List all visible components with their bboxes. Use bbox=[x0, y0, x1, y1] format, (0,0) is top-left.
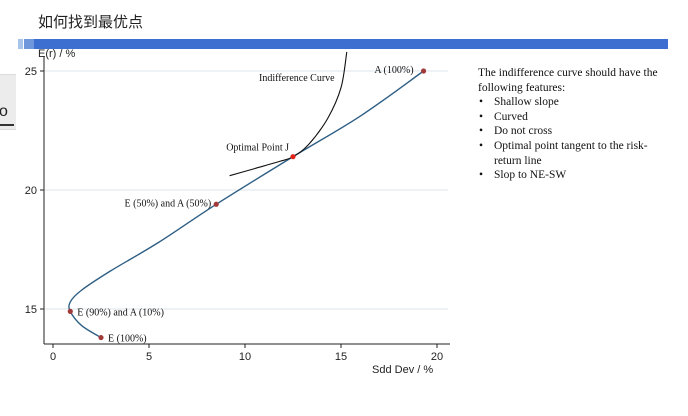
frontier-line bbox=[68, 70, 425, 339]
feature-intro: The indifference curve should have the f… bbox=[478, 67, 658, 94]
x-axis-label: Sdd Dev / % bbox=[372, 364, 433, 376]
feature-item: Slop to NE-SW bbox=[478, 168, 674, 183]
edge-underline bbox=[0, 124, 14, 126]
x-tick-label: 15 bbox=[335, 351, 347, 363]
data-label: E (50%) and A (50%) bbox=[125, 198, 212, 209]
title-bar-accent-light bbox=[18, 39, 23, 49]
indifference-curve bbox=[229, 51, 348, 177]
feature-item: Curved bbox=[478, 110, 674, 125]
data-label: E (100%) bbox=[108, 334, 147, 345]
edge-text: o bbox=[0, 103, 8, 120]
data-label: A (100%) bbox=[374, 65, 413, 76]
title-bar-accent-mid bbox=[24, 39, 34, 49]
y-tick-label: 25 bbox=[25, 66, 37, 78]
x-tick-label: 5 bbox=[146, 351, 152, 363]
y-tick-label: 20 bbox=[25, 185, 37, 197]
left-edge-panel bbox=[0, 74, 16, 130]
data-point bbox=[67, 308, 73, 314]
indifference-curve-label: Indifference Curve bbox=[259, 73, 335, 84]
feature-notes: The indifference curve should have the f… bbox=[478, 66, 674, 183]
feature-item: Do not cross bbox=[478, 124, 674, 139]
slide-title: 如何找到最优点 bbox=[38, 13, 144, 31]
data-point bbox=[213, 201, 219, 207]
y-axis-label: E(r) / % bbox=[38, 48, 75, 60]
data-point bbox=[98, 334, 104, 341]
data-points: A (100%) Optimal Point J E (50%) and A (50… bbox=[67, 65, 427, 345]
x-ticks: 0 5 10 15 20 bbox=[50, 344, 443, 363]
title-bar bbox=[34, 39, 668, 49]
x-tick-label: 10 bbox=[239, 351, 251, 363]
y-ticks: 15 20 25 bbox=[25, 66, 44, 316]
gridlines bbox=[45, 70, 448, 310]
data-label: E (90%) and A (10%) bbox=[77, 307, 164, 318]
data-label: Optimal Point J bbox=[226, 143, 289, 154]
feature-item: Optimal point tangent to the risk-return… bbox=[478, 139, 674, 168]
data-point bbox=[420, 68, 427, 74]
data-point bbox=[290, 154, 296, 160]
x-tick-label: 20 bbox=[431, 351, 443, 363]
x-tick-label: 0 bbox=[50, 351, 56, 363]
feature-item: Shallow slope bbox=[478, 95, 674, 110]
feature-list: Shallow slope Curved Do not cross Optima… bbox=[478, 95, 674, 183]
y-tick-label: 15 bbox=[25, 304, 37, 316]
